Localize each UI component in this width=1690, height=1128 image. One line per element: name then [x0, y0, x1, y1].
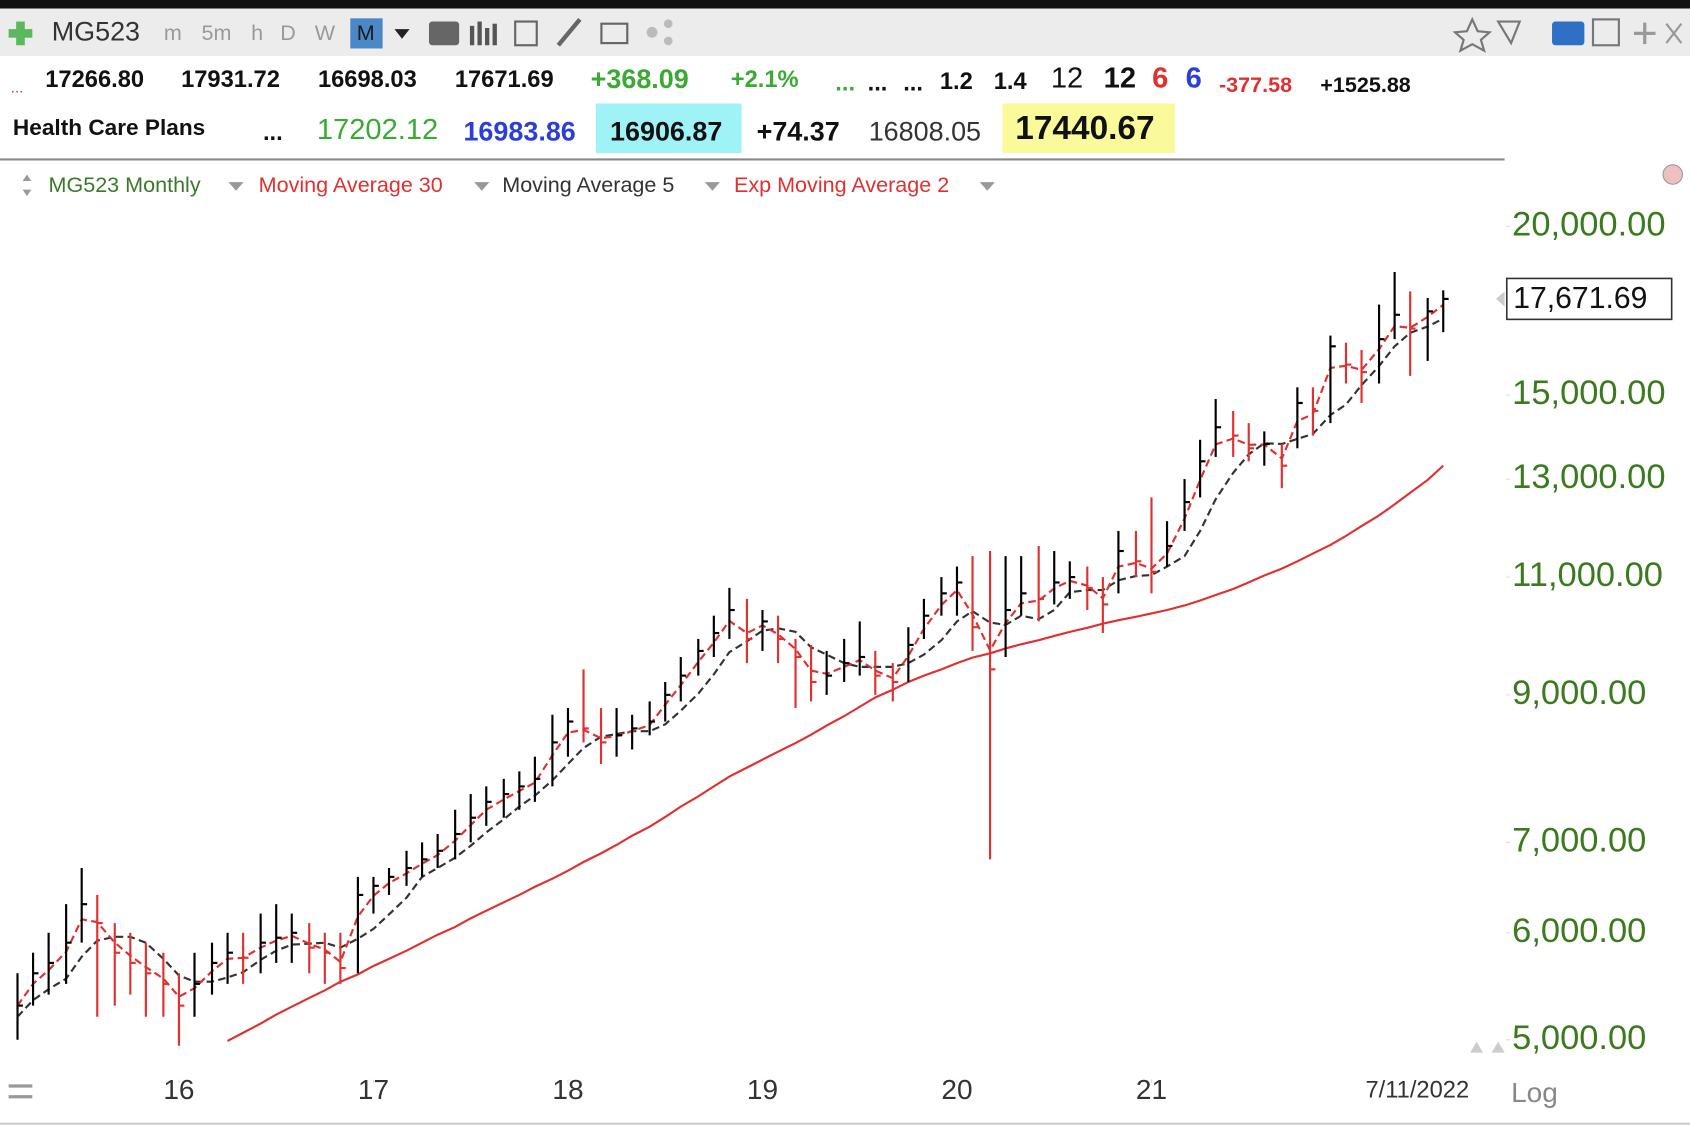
scroll-icon[interactable]	[1470, 1041, 1505, 1053]
quote-field: 16906.87	[610, 117, 722, 147]
s-icon[interactable]	[1552, 21, 1585, 46]
alert-icon[interactable]	[1496, 20, 1522, 46]
quote-field: 1.4	[994, 69, 1028, 95]
industry: Health Care Plans	[13, 115, 205, 140]
quote-field: ...	[868, 70, 888, 96]
y-tick-label: 7,000.00	[1512, 821, 1646, 859]
quote-field: +1525.88	[1320, 72, 1411, 97]
x-tick-label: 20	[941, 1074, 972, 1105]
interval-active	[350, 18, 383, 49]
share-icon[interactable]	[646, 19, 673, 46]
y-tick-label: 9,000.00	[1512, 674, 1646, 712]
x-tick-label: 16	[163, 1074, 194, 1105]
dropdown-icon[interactable]	[704, 182, 720, 191]
scale-type[interactable]: Log	[1511, 1077, 1558, 1108]
quote-field: 16983.86	[463, 117, 575, 147]
last-date: 7/11/2022	[1365, 1078, 1469, 1104]
toolbar	[0, 8, 1690, 57]
symbol[interactable]: MG523	[52, 17, 140, 47]
legend-item[interactable]: Exp Moving Average 2	[734, 172, 949, 197]
quote-field: 16808.05	[869, 117, 981, 147]
x-tick-label: 19	[747, 1074, 778, 1105]
open: 17266.80	[45, 67, 144, 93]
interval[interactable]: h	[251, 20, 263, 45]
legend-item[interactable]: Moving Average 5	[502, 172, 674, 197]
y-tick-label: 11,000.00	[1512, 556, 1663, 594]
legend-item[interactable]: MG523 Monthly	[49, 172, 201, 197]
grid-icon[interactable]	[514, 20, 538, 47]
quote-field: 6	[1186, 62, 1202, 94]
add-button[interactable]	[8, 21, 33, 46]
quote-field: ...	[903, 70, 923, 96]
x-tick-label: 17	[358, 1074, 389, 1105]
quote-field: 17440.67	[1015, 110, 1154, 147]
x-tick-label: 18	[552, 1074, 583, 1105]
settings-icon[interactable]	[1662, 164, 1683, 185]
last-price-pointer	[1495, 291, 1505, 307]
close: 17671.69	[455, 67, 554, 93]
moving-average-line	[16, 317, 1444, 1018]
bars-icon[interactable]	[469, 21, 497, 46]
dropdown-icon[interactable]	[394, 29, 410, 39]
quote-field: 1.2	[940, 69, 973, 95]
highlight-box	[1002, 103, 1175, 153]
last-price-box	[1505, 277, 1673, 321]
low: 16698.03	[318, 67, 417, 93]
legend-handle[interactable]	[22, 174, 32, 197]
quote-field: 17202.12	[317, 114, 438, 146]
move-icon[interactable]	[1633, 22, 1656, 45]
moving-average-line	[227, 464, 1445, 1042]
pencil-icon[interactable]	[556, 18, 582, 47]
plot-area: 20,000.00 15,000.00 13,000.00 11,000.00 9,00…	[16, 205, 1673, 1105]
interval[interactable]: m	[164, 20, 182, 45]
quote-field: +74.37	[757, 117, 840, 147]
legend-item[interactable]: Moving Average 30	[259, 172, 443, 197]
quote-field: ...	[835, 70, 855, 96]
moving-average-line	[16, 303, 1444, 1007]
save-icon[interactable]	[1591, 18, 1620, 47]
y-tick-label: 13,000.00	[1512, 458, 1665, 496]
text-tool-icon[interactable]	[428, 21, 460, 46]
star-icon[interactable]	[1452, 16, 1493, 53]
y-tick-label: 20,000.00	[1512, 205, 1665, 243]
sync-icon[interactable]	[8, 1084, 33, 1099]
dropdown-icon[interactable]	[228, 182, 244, 191]
quote-field: ...	[11, 79, 24, 96]
interval[interactable]: W	[315, 20, 336, 45]
quote-field: 6	[1152, 62, 1168, 94]
quote-field: 12	[1051, 62, 1083, 94]
last-price-label: 17,671.69	[1513, 282, 1647, 315]
window-top	[0, 0, 1690, 9]
y-tick-label: 15,000.00	[1512, 374, 1665, 412]
close-icon[interactable]	[1665, 23, 1683, 44]
dropdown-icon[interactable]	[979, 182, 995, 191]
interval[interactable]: D	[280, 20, 296, 45]
dropdown-icon[interactable]	[474, 182, 490, 191]
high: 17931.72	[181, 67, 280, 93]
quote-field: 12	[1104, 62, 1136, 94]
y-tick-label: 6,000.00	[1512, 912, 1646, 950]
x-tick-label: 21	[1136, 1074, 1167, 1105]
y-tick-label: 5,000.00	[1512, 1019, 1646, 1057]
change: +368.09	[591, 64, 689, 94]
note-icon[interactable]	[600, 22, 629, 45]
highlight-box	[596, 103, 742, 153]
interval[interactable]: 5m	[202, 20, 232, 45]
interval[interactable]: M	[357, 20, 375, 45]
quote-field: ...	[263, 120, 283, 146]
change-pct: +2.1%	[731, 67, 799, 93]
quote-field: -377.58	[1219, 72, 1292, 97]
